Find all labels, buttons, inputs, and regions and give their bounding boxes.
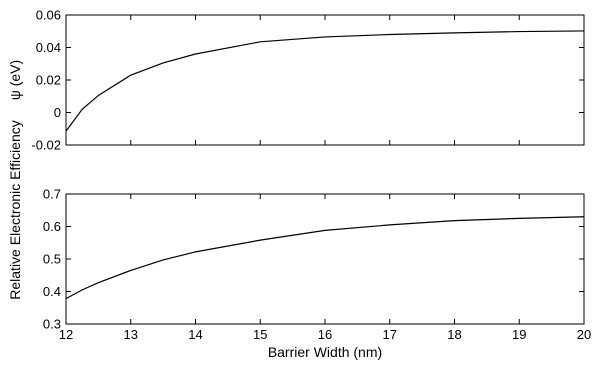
x-tick-label: 17 xyxy=(383,327,397,342)
y-tick-label: 0.04 xyxy=(36,40,61,55)
series-line xyxy=(65,216,585,300)
y-tick-label: 0.06 xyxy=(36,8,61,23)
x-tick-label: 13 xyxy=(124,327,138,342)
y-tick-label: 0.5 xyxy=(43,252,61,267)
y-tick-label: 0.6 xyxy=(43,219,61,234)
x-tick-label: 19 xyxy=(512,327,526,342)
top-y-axis-label: ψ (eV) xyxy=(7,60,23,100)
x-tick-label: 12 xyxy=(59,327,73,342)
y-tick-label: 0.02 xyxy=(36,73,61,88)
y-tick-label: 0.3 xyxy=(43,317,61,332)
bottom-y-axis-label: Relative Electronic Efficiency xyxy=(7,120,23,299)
top-plot-panel: ψ (eV) -0.02 0 0.02 0.04 0.06 xyxy=(7,8,585,153)
series-line xyxy=(65,30,585,132)
x-tick-label: 15 xyxy=(253,327,267,342)
top-plot-frame xyxy=(65,14,585,146)
y-tick-label: 0 xyxy=(54,105,61,120)
x-tick-label: 18 xyxy=(447,327,461,342)
bottom-plot-frame xyxy=(65,193,585,325)
y-tick-label: 0.4 xyxy=(43,284,61,299)
y-tick-label: -0.02 xyxy=(31,138,61,153)
y-tick-label: 0.7 xyxy=(43,187,61,202)
x-tick-label: 14 xyxy=(188,327,202,342)
x-tick-label: 16 xyxy=(318,327,332,342)
bottom-x-axis-label: Barrier Width (nm) xyxy=(268,344,382,360)
bottom-plot-panel: Relative Electronic Efficiency Barrier W… xyxy=(7,120,591,360)
x-tick-label: 20 xyxy=(577,327,591,342)
